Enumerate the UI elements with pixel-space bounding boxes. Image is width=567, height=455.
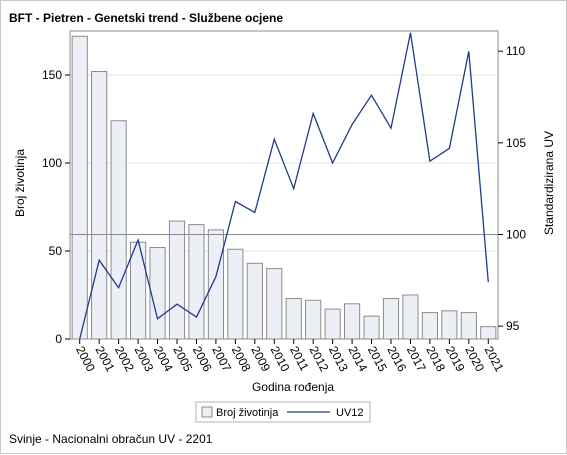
footnote: Svinje - Nacionalni obračun UV - 2201	[9, 432, 213, 446]
legend-bar-swatch	[201, 406, 213, 418]
bar	[266, 268, 283, 340]
y-tick-label: 50	[49, 244, 63, 258]
bar	[207, 229, 224, 340]
legend-line-label: UV12	[336, 407, 364, 419]
bar	[382, 298, 400, 340]
bar-series	[71, 35, 497, 340]
y-axis-left: 0 50 100 150	[42, 68, 70, 346]
y-axis-label: Broj životinja	[13, 149, 27, 217]
bar	[305, 299, 322, 340]
bar	[110, 120, 127, 340]
y-tick-label: 150	[42, 68, 62, 82]
bar	[285, 298, 302, 340]
bar	[344, 303, 361, 340]
bar	[246, 262, 263, 340]
x-tick-label: 2021	[482, 344, 507, 374]
y-tick-label: 0	[55, 332, 62, 346]
bar	[227, 248, 244, 340]
line-series	[70, 32, 498, 340]
uv12-line	[79, 32, 489, 340]
bar	[168, 220, 186, 340]
y2-tick-label: 105	[506, 136, 526, 150]
y2-tick-label: 110	[506, 44, 525, 58]
legend: Broj životinja UV12	[195, 401, 371, 423]
chart-title: BFT - Pietren - Genetski trend - Služben…	[9, 11, 283, 25]
bar	[91, 70, 108, 340]
y2-tick-label: 95	[506, 319, 520, 333]
bar	[149, 246, 166, 340]
y-tick-label: 100	[42, 156, 62, 170]
bar	[363, 315, 380, 340]
bar	[130, 241, 147, 340]
y2-axis-label: Standardizirana UV	[542, 131, 556, 235]
bar	[480, 326, 497, 340]
y-axis-right: 95 100 105 110	[498, 44, 526, 333]
x-axis-label: Godina rođenja	[252, 380, 334, 394]
bar	[421, 312, 438, 340]
legend-box	[195, 401, 371, 423]
bar	[188, 224, 205, 340]
x-tick-label: 2011	[287, 344, 312, 374]
y2-tick-label: 100	[506, 228, 526, 242]
bar	[71, 35, 88, 340]
bar	[324, 308, 341, 340]
legend-bar-label: Broj životinja	[216, 407, 279, 419]
bar	[441, 310, 458, 340]
plot-border	[69, 30, 499, 340]
bar	[460, 312, 477, 340]
bar	[402, 294, 419, 340]
x-axis: 2000200120022003200420052006200720082009…	[73, 339, 507, 374]
